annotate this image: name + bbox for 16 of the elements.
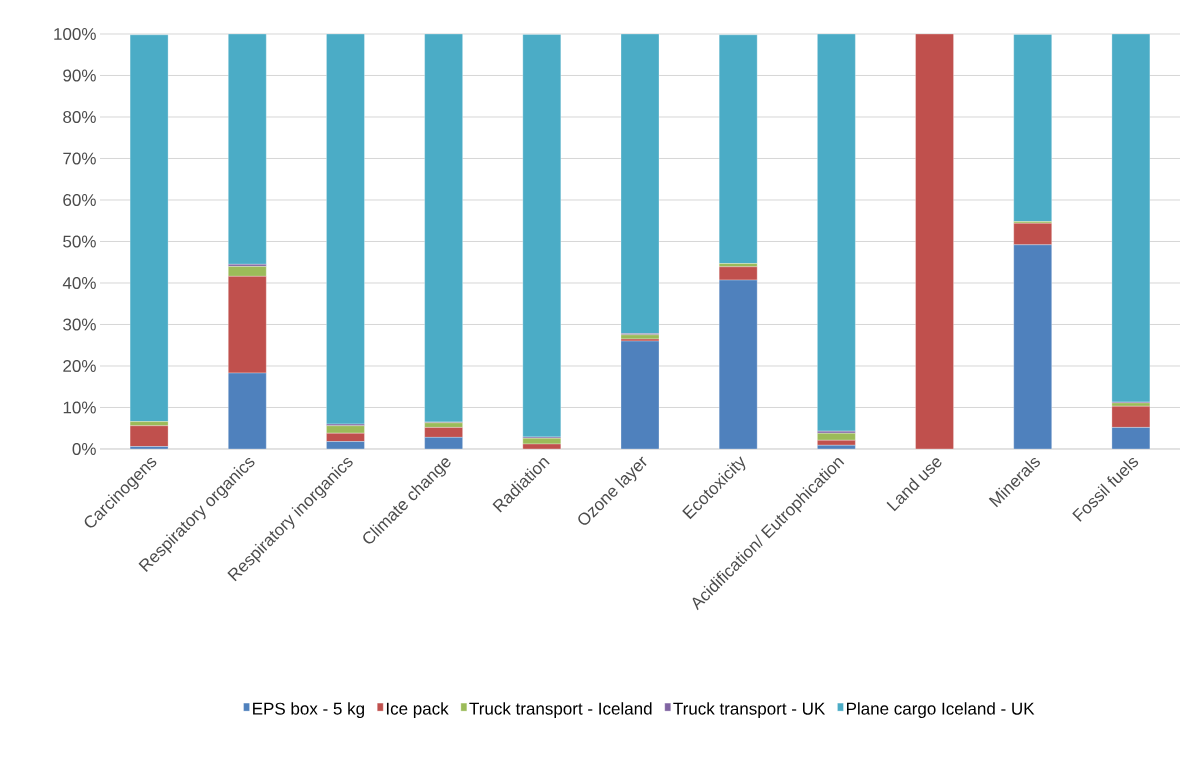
legend-label: EPS box - 5 kg	[253, 702, 364, 719]
legend-label: Truck transport - Iceland	[469, 702, 652, 719]
y-tick-label: 20%	[63, 359, 96, 373]
legend-label: Plane cargo Iceland - UK	[846, 702, 1035, 719]
y-tick-label: 80%	[63, 110, 96, 124]
legend-label: Truck transport - UK	[673, 702, 826, 719]
y-tick-label: 10%	[63, 401, 96, 414]
y-tick-label: 90%	[63, 69, 96, 82]
y-tick-label: 60%	[63, 193, 96, 207]
y-tick-label: 30%	[63, 318, 96, 331]
legend-label: Ice pack	[386, 702, 449, 719]
y-tick-label: 100%	[54, 27, 96, 41]
y-tick-label: 70%	[63, 152, 96, 165]
y-tick-label: 40%	[62, 276, 96, 290]
y-tick-label: 50%	[63, 235, 96, 248]
y-tick-label: 0%	[72, 442, 96, 456]
